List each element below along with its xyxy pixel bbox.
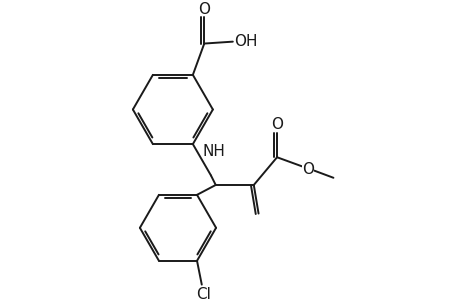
Text: Cl: Cl (196, 286, 211, 300)
Text: OH: OH (234, 34, 257, 49)
Text: NH: NH (202, 144, 225, 159)
Text: O: O (270, 117, 282, 132)
Text: O: O (302, 162, 313, 177)
Text: O: O (198, 2, 210, 17)
